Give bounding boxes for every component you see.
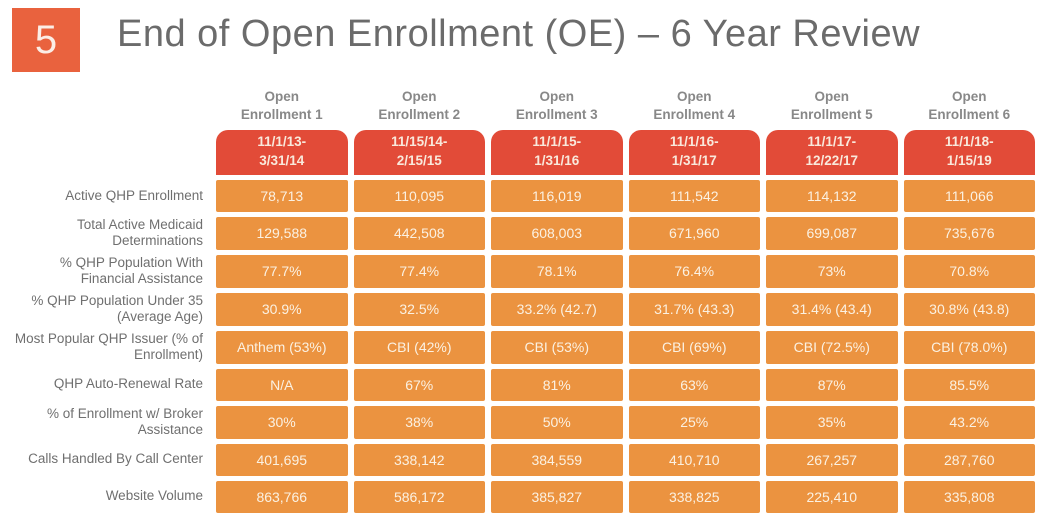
table-cell: 110,095	[353, 179, 485, 212]
row-label: Most Popular QHP Issuer (% of Enrollment…	[14, 330, 203, 363]
table-cell: 114,132	[766, 179, 898, 212]
table-cell: 608,003	[491, 216, 623, 250]
table-cell: 410,710	[628, 443, 760, 476]
table-cell: 442,508	[353, 216, 485, 250]
table-cell: 111,066	[903, 179, 1035, 212]
table-cell: 67%	[353, 368, 485, 401]
table-cell: 30%	[216, 405, 348, 439]
table-cell: 863,766	[216, 480, 348, 513]
table-cell: 43.2%	[903, 405, 1035, 439]
column-header-oe2: Open Enrollment 2	[378, 89, 461, 122]
period-badge-oe1: 11/1/13- 3/31/14	[216, 130, 348, 175]
row-label: Website Volume	[105, 488, 203, 504]
table-cell: 25%	[628, 405, 760, 439]
table-cell: 38%	[353, 405, 485, 439]
row-label: % QHP Population Under 35 (Average Age)	[31, 292, 203, 325]
table-cell: 70.8%	[903, 254, 1035, 288]
table-cell: 78,713	[216, 179, 348, 212]
table-cell: 85.5%	[903, 368, 1035, 401]
slide-number: 5	[34, 17, 58, 62]
row-label: Active QHP Enrollment	[65, 187, 203, 203]
table-cell: 116,019	[491, 179, 623, 212]
table-cell: 63%	[628, 368, 760, 401]
row-label: Calls Handled By Call Center	[28, 451, 203, 467]
table-cell: 33.2% (42.7)	[491, 292, 623, 326]
table-cell: 78.1%	[491, 254, 623, 288]
row-label: % QHP Population With Financial Assistan…	[59, 254, 203, 287]
table-cell: 699,087	[766, 216, 898, 250]
enrollment-table: Open Enrollment 1 Open Enrollment 2 Open En…	[8, 86, 1035, 513]
table-cell: 335,808	[903, 480, 1035, 513]
table-cell: CBI (78.0%)	[903, 330, 1035, 364]
table-cell: 32.5%	[353, 292, 485, 326]
period-badge-oe4: 11/1/16- 1/31/17	[628, 130, 760, 175]
period-badge-oe5: 11/1/17- 12/22/17	[766, 130, 898, 175]
table-cell: 287,760	[903, 443, 1035, 476]
table-cell: 338,825	[628, 480, 760, 513]
column-header-oe4: Open Enrollment 4	[653, 89, 736, 122]
table-cell: 30.8% (43.8)	[903, 292, 1035, 326]
table-cell: 30.9%	[216, 292, 348, 326]
slide-number-badge: 5	[12, 8, 80, 72]
table-corner-spacer	[8, 130, 210, 175]
period-badge-oe3: 11/1/15- 1/31/16	[491, 130, 623, 175]
table-cell: CBI (72.5%)	[766, 330, 898, 364]
row-label: QHP Auto-Renewal Rate	[53, 376, 203, 392]
table-cell: CBI (42%)	[353, 330, 485, 364]
table-cell: 225,410	[766, 480, 898, 513]
table-cell: 401,695	[216, 443, 348, 476]
table-cell: 111,542	[628, 179, 760, 212]
table-corner-spacer	[8, 86, 210, 125]
column-header-oe3: Open Enrollment 3	[515, 89, 598, 122]
row-label: Total Active Medicaid Determinations	[76, 216, 203, 249]
period-badge-oe6: 11/1/18- 1/15/19	[903, 130, 1035, 175]
table-cell: 338,142	[353, 443, 485, 476]
table-cell: CBI (53%)	[491, 330, 623, 364]
table-cell: Anthem (53%)	[216, 330, 348, 364]
table-cell: 73%	[766, 254, 898, 288]
table-cell: 586,172	[353, 480, 485, 513]
row-label: % of Enrollment w/ Broker Assistance	[46, 405, 203, 438]
table-cell: 384,559	[491, 443, 623, 476]
table-cell: 77.4%	[353, 254, 485, 288]
table-cell: 31.7% (43.3)	[628, 292, 760, 326]
table-cell: 31.4% (43.4)	[766, 292, 898, 326]
table-cell: 385,827	[491, 480, 623, 513]
table-cell: 671,960	[628, 216, 760, 250]
table-cell: 87%	[766, 368, 898, 401]
column-header-oe6: Open Enrollment 6	[928, 89, 1011, 122]
table-cell: CBI (69%)	[628, 330, 760, 364]
column-header-oe1: Open Enrollment 1	[240, 89, 323, 122]
table-cell: 129,588	[216, 216, 348, 250]
table-cell: 267,257	[766, 443, 898, 476]
page-title: End of Open Enrollment (OE) – 6 Year Rev…	[117, 13, 921, 55]
column-header-oe5: Open Enrollment 5	[790, 89, 873, 122]
table-cell: 76.4%	[628, 254, 760, 288]
table-cell: N/A	[216, 368, 348, 401]
table-cell: 735,676	[903, 216, 1035, 250]
table-cell: 77.7%	[216, 254, 348, 288]
table-cell: 50%	[491, 405, 623, 439]
period-badge-oe2: 11/15/14- 2/15/15	[353, 130, 485, 175]
table-cell: 81%	[491, 368, 623, 401]
table-cell: 35%	[766, 405, 898, 439]
